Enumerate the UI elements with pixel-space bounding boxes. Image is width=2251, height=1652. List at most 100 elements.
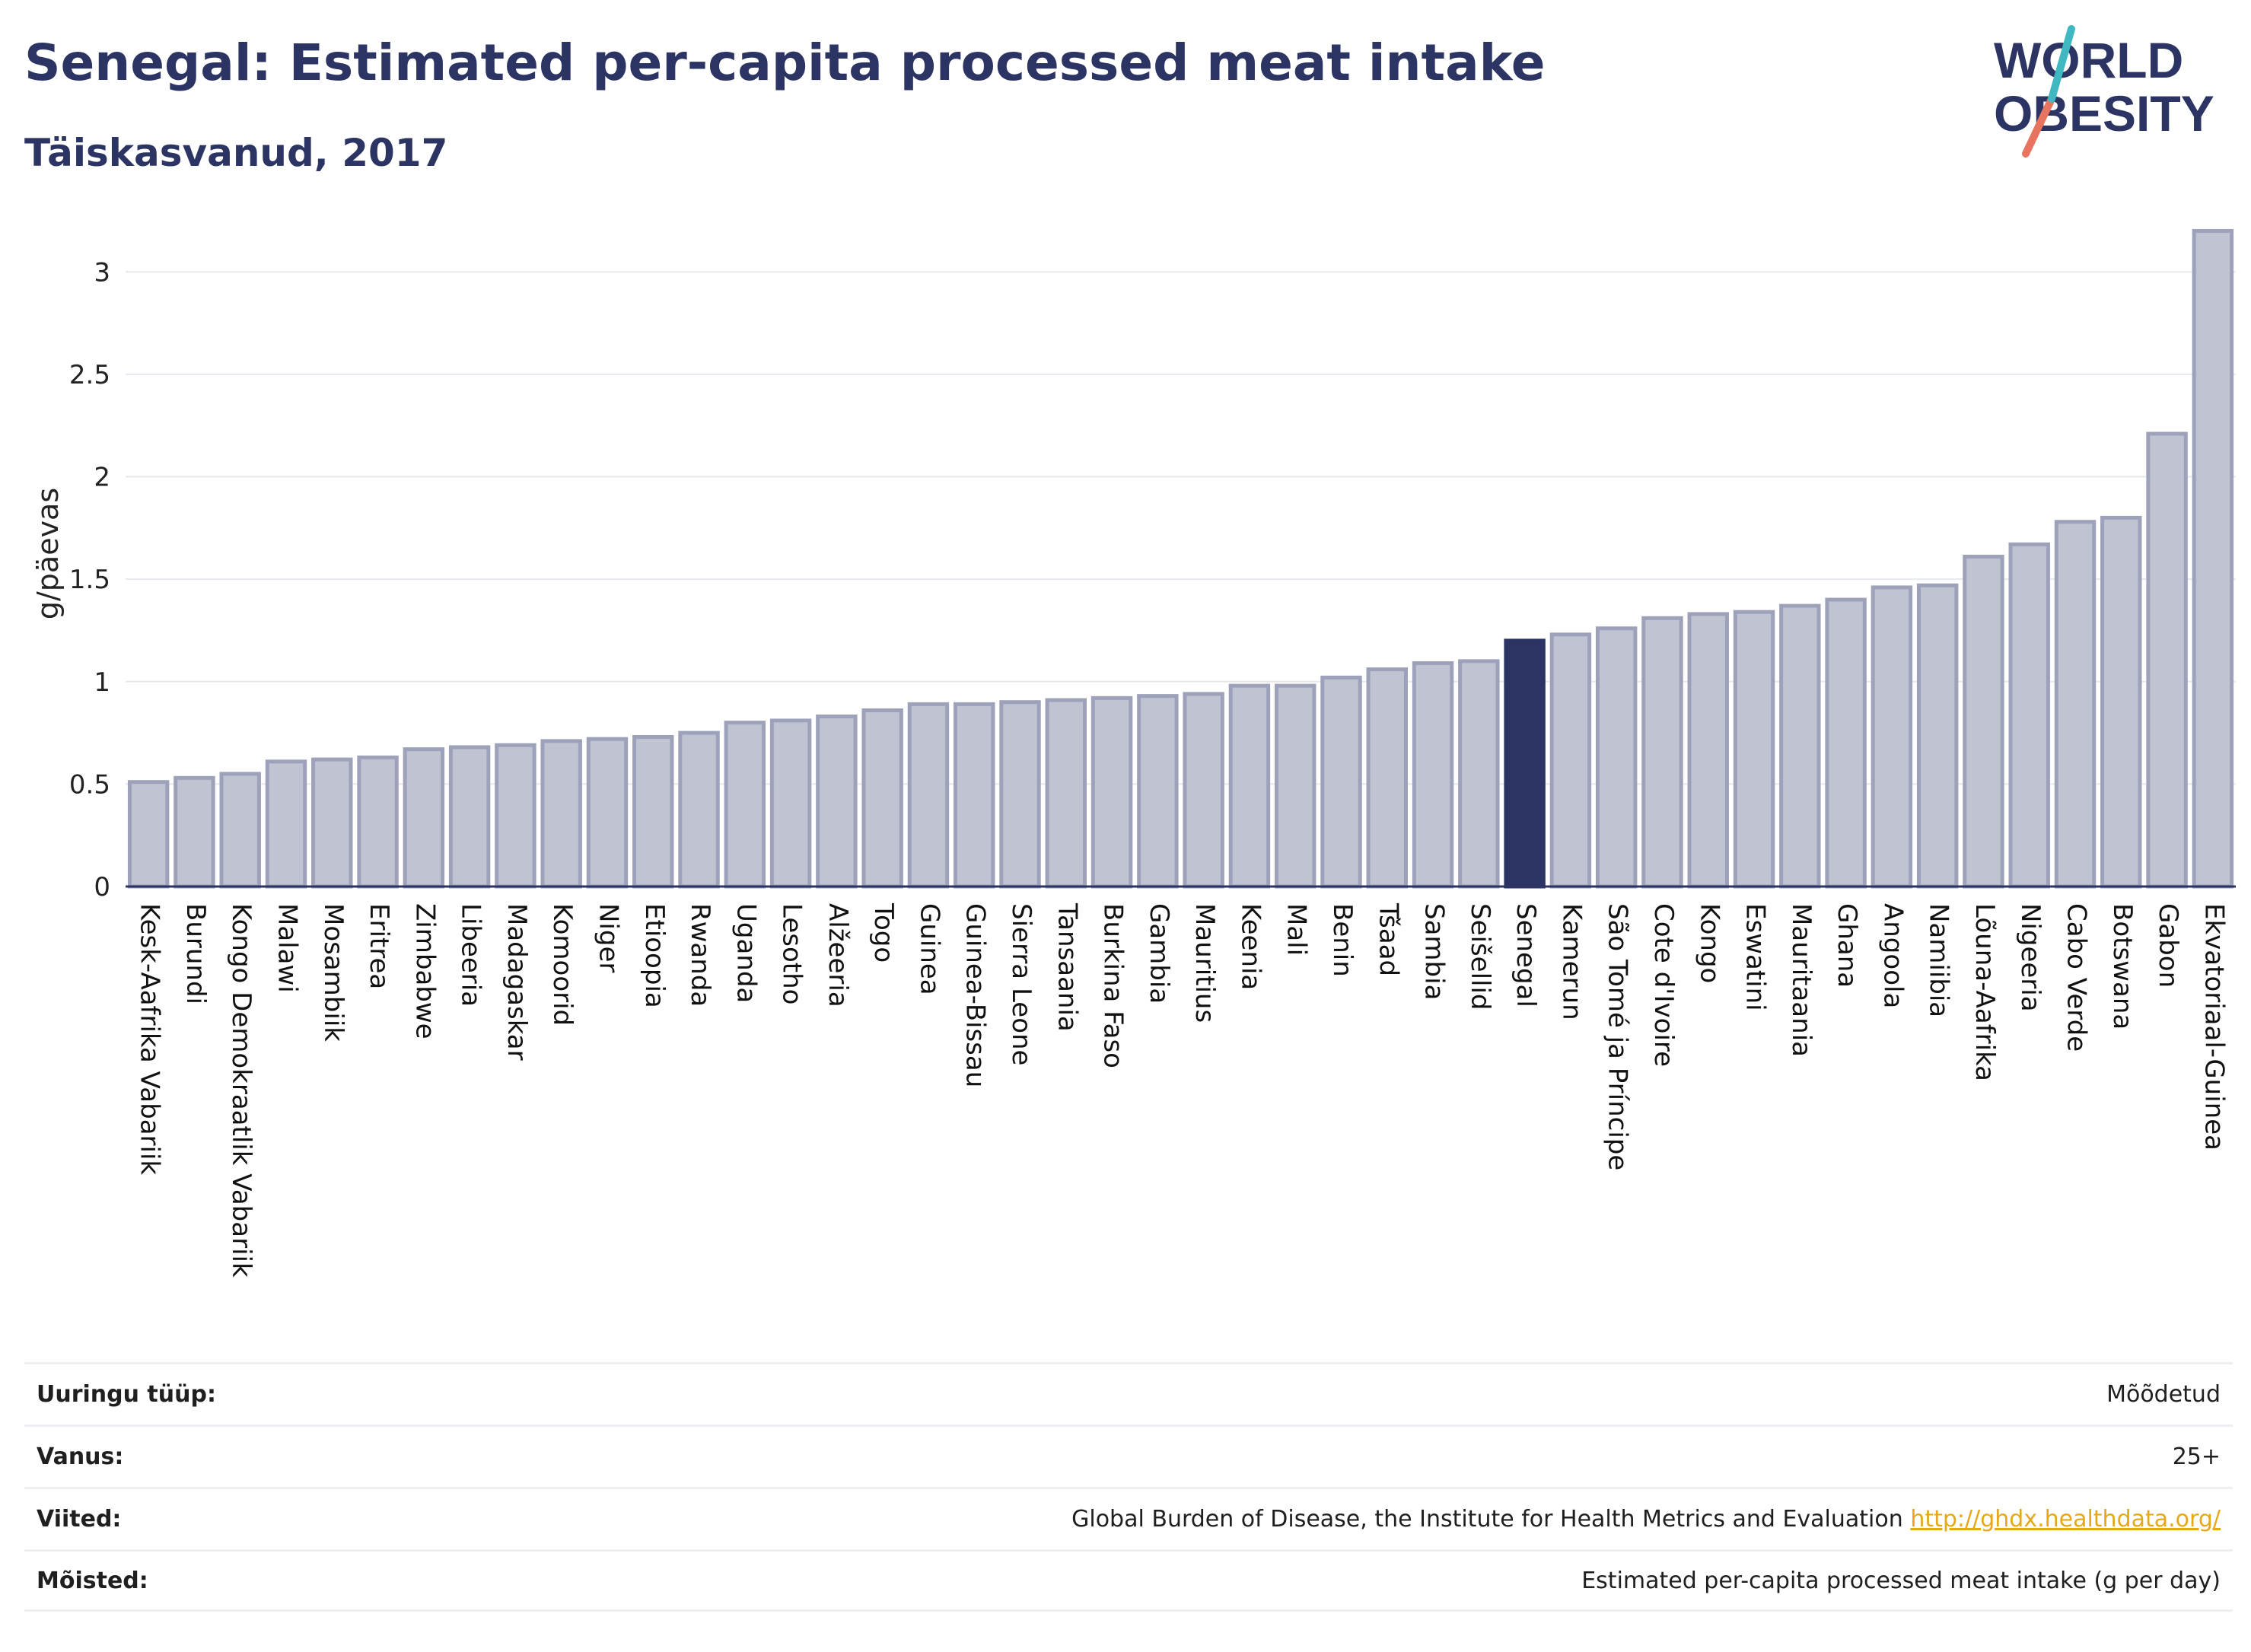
- x-tick-label: Niger: [593, 903, 623, 972]
- logo-line1: WORLD: [1994, 32, 2183, 88]
- y-tick-label: 1: [94, 667, 110, 698]
- info-label: Mõisted:: [37, 1567, 148, 1594]
- bar: [1916, 583, 1959, 889]
- y-axis-label: g/päevas: [31, 488, 65, 619]
- bar: [1504, 638, 1546, 889]
- bar: [1779, 603, 1821, 889]
- x-tick-label: Kesk-Aafrika Vabariik: [135, 903, 165, 1175]
- reference-text: Global Burden of Disease, the Institute …: [1071, 1506, 1903, 1533]
- chart-subtitle: Täiskasvanud, 2017: [24, 131, 448, 175]
- bar: [1320, 675, 1362, 889]
- bar: [1687, 612, 1729, 889]
- bar: [1183, 692, 1224, 889]
- bar: [219, 772, 261, 889]
- x-tick-label: Kongo Demokraatlik Vabariik: [226, 903, 256, 1278]
- x-tick-label: Mali: [1282, 903, 1312, 956]
- info-row-definitions: Mõisted: Estimated per-capita processed …: [24, 1549, 2233, 1612]
- info-value: Mõõdetud: [2106, 1381, 2221, 1408]
- x-tick-label: Seišellid: [1465, 903, 1495, 1011]
- bar: [1963, 555, 2004, 889]
- bar: [540, 739, 582, 889]
- x-tick-label: Ghana: [1832, 903, 1862, 988]
- bar: [1641, 616, 1683, 889]
- info-label: Uuringu tüüp:: [37, 1381, 216, 1408]
- bar: [127, 780, 170, 889]
- bar: [2054, 520, 2097, 889]
- bar: [1549, 632, 1592, 889]
- bar: [1228, 683, 1271, 889]
- bar: [1137, 694, 1179, 889]
- bar: [769, 718, 812, 889]
- x-tick-label: Keenia: [1235, 903, 1266, 990]
- x-tick-label: Gambia: [1144, 903, 1174, 1004]
- world-obesity-logo: WORLD OBESITY: [1994, 25, 2214, 158]
- x-tick-label: Guinea-Bissau: [960, 903, 991, 1087]
- x-tick-label: Kongo: [1694, 903, 1724, 983]
- info-row-references: Viited: Global Burden of Disease, the In…: [24, 1487, 2233, 1549]
- x-tick-label: Burkina Faso: [1098, 903, 1129, 1068]
- bar: [2146, 431, 2188, 889]
- bar: [1274, 683, 1317, 889]
- x-tick-label: Etioopia: [639, 903, 670, 1008]
- bar: [1458, 659, 1500, 889]
- bar: [1412, 661, 1454, 889]
- info-row-survey-type: Uuringu tüüp: Mõõdetud: [24, 1362, 2233, 1424]
- bar: [1366, 667, 1408, 889]
- x-tick-label: Cabo Verde: [2062, 903, 2092, 1052]
- x-tick-label: Eswatini: [1740, 903, 1771, 1011]
- bar: [1825, 597, 1867, 889]
- reference-link[interactable]: http://ghdx.healthdata.org/: [1910, 1506, 2221, 1533]
- x-tick-label: Tansaania: [1052, 902, 1082, 1032]
- x-tick-label: Alžeeria: [823, 903, 853, 1007]
- x-tick-label: Angoola: [1877, 903, 1908, 1008]
- x-tick-label: Malawi: [272, 903, 302, 993]
- bar: [448, 745, 491, 889]
- info-label: Vanus:: [37, 1444, 124, 1470]
- y-tick-label: 2: [94, 463, 110, 493]
- x-tick-label: São Tomé ja Príncipe: [1603, 903, 1633, 1170]
- x-tick-label: Madagaskar: [501, 903, 532, 1061]
- bar-chart: 0 0.5 1 1.5 2 2.5 3 g/päevas Kesk-Aafrika Vabari…: [31, 228, 2236, 1278]
- info-row-age: Vanus: 25+: [24, 1424, 2233, 1487]
- info-label: Viited:: [37, 1506, 122, 1533]
- x-tick-label: Mauritaania: [1786, 903, 1816, 1057]
- info-value: Global Burden of Disease, the Institute …: [1071, 1506, 2221, 1533]
- x-tick-label: Togo: [868, 902, 899, 963]
- x-tick-label: Lesotho: [777, 903, 807, 1004]
- info-value: 25+: [2172, 1444, 2221, 1470]
- bar: [586, 737, 629, 889]
- chart-title: Senegal: Estimated per-capita processed …: [24, 33, 1546, 92]
- x-tick-label: Eritrea: [364, 903, 394, 989]
- bar: [2100, 515, 2142, 889]
- x-tick-label: Namiibia: [1924, 903, 1954, 1017]
- y-tick-label: 0: [94, 872, 110, 902]
- bar: [265, 759, 307, 889]
- bar: [678, 731, 720, 889]
- bar: [1595, 626, 1638, 889]
- x-tick-label: Sambia: [1419, 903, 1450, 1000]
- bar: [954, 702, 995, 889]
- x-tick-label: Rwanda: [685, 903, 715, 1007]
- x-tick-label: Benin: [1327, 903, 1358, 977]
- x-tick-label: Burundi: [180, 903, 211, 1004]
- y-tick-label: 3: [94, 257, 110, 288]
- bar: [816, 715, 858, 889]
- bar: [1871, 585, 1913, 889]
- x-tick-label: Uganda: [731, 903, 761, 1003]
- bar: [724, 721, 766, 889]
- y-tick-label: 1.5: [69, 565, 110, 595]
- x-tick-label: Lõuna-Aafrika: [1969, 903, 2000, 1081]
- x-tick-label: Nigeeria: [2015, 903, 2046, 1012]
- x-tick-label: Sierra Leone: [1006, 903, 1036, 1065]
- bar: [861, 708, 903, 889]
- x-tick-label: Guinea: [914, 903, 944, 995]
- bar: [632, 734, 674, 889]
- logo-line2: OBESITY: [1994, 85, 2214, 142]
- bar: [999, 700, 1041, 889]
- bar: [1045, 698, 1087, 889]
- bar: [357, 755, 399, 889]
- x-tick-label: Ekvatoriaal-Guinea: [2198, 903, 2229, 1151]
- bar: [311, 757, 353, 889]
- x-tick-label: Gabon: [2153, 903, 2183, 988]
- y-tick-label: 2.5: [69, 360, 110, 390]
